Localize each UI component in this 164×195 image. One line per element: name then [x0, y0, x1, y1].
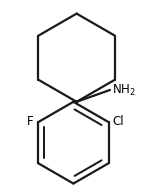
Text: Cl: Cl [113, 115, 124, 128]
Text: NH$_2$: NH$_2$ [112, 82, 135, 98]
Text: F: F [27, 115, 33, 128]
